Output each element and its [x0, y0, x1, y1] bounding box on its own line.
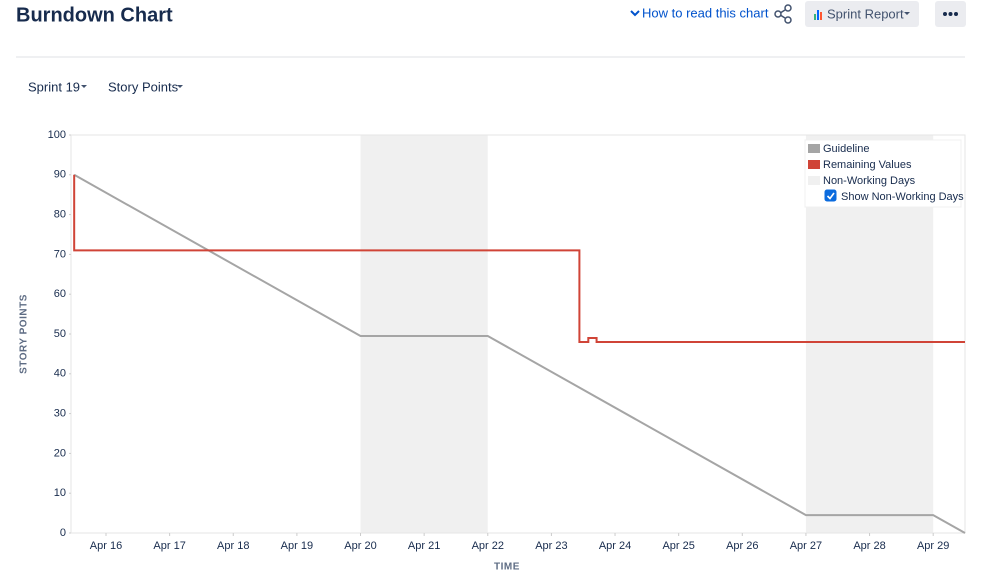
y-tick-label: 100: [48, 129, 66, 141]
legend-label: Remaining Values: [823, 159, 912, 171]
caret: [81, 85, 87, 88]
chevron-icon: [630, 10, 640, 17]
x-tick-label: Apr 26: [726, 540, 758, 552]
report-button[interactable]: [805, 1, 919, 27]
y-tick-label: 10: [54, 487, 66, 499]
x-tick-label: Apr 24: [599, 540, 631, 552]
checkbox-label: Show Non-Working Days: [841, 191, 964, 203]
estimation-filter[interactable]: Story Points: [108, 79, 179, 94]
report-icon: [814, 10, 822, 20]
x-tick-label: Apr 17: [153, 540, 185, 552]
x-tick-label: Apr 25: [662, 540, 694, 552]
x-tick-label: Apr 27: [790, 540, 822, 552]
page-title: Burndown Chart: [16, 4, 173, 26]
legend-label: Guideline: [823, 143, 869, 155]
y-tick-label: 0: [60, 527, 66, 539]
x-tick-label: Apr 16: [90, 540, 122, 552]
y-tick-label: 80: [54, 209, 66, 221]
y-tick-label: 40: [54, 368, 66, 380]
caret: [904, 12, 910, 15]
y-tick-label: 90: [54, 169, 66, 181]
caret: [177, 85, 183, 88]
report-button-label[interactable]: Sprint Report: [827, 6, 904, 21]
y-tick-label: 70: [54, 248, 66, 260]
y-axis-label: STORY POINTS: [19, 294, 30, 374]
non-working-band: [360, 135, 488, 533]
x-tick-label: Apr 20: [344, 540, 376, 552]
legend-label: Non-Working Days: [823, 175, 916, 187]
x-tick-label: Apr 28: [853, 540, 885, 552]
y-tick-label: 50: [54, 328, 66, 340]
x-axis-label: TIME: [494, 562, 520, 573]
sprint-filter[interactable]: Sprint 19: [28, 79, 80, 94]
series-line: [73, 174, 965, 343]
help-link[interactable]: How to read this chart: [642, 5, 769, 20]
x-tick-label: Apr 19: [281, 540, 313, 552]
x-tick-label: Apr 29: [917, 540, 949, 552]
x-tick-label: Apr 22: [472, 540, 504, 552]
share-icon[interactable]: [774, 4, 792, 24]
series-line: [73, 173, 966, 534]
legend-swatch: [808, 176, 820, 185]
legend-swatch: [808, 144, 820, 153]
more-icon: [943, 12, 958, 16]
x-tick-label: Apr 23: [535, 540, 567, 552]
x-tick-label: Apr 18: [217, 540, 249, 552]
checkmark: [826, 192, 835, 200]
legend-swatch: [808, 160, 820, 169]
x-tick-label: Apr 21: [408, 540, 440, 552]
chart: 0 10 20 30 40 50 60 70 80 90 100 Apr 16 Apr 17 Apr 18…: [19, 129, 966, 573]
y-tick-label: 60: [54, 288, 66, 300]
y-tick-label: 20: [54, 447, 66, 459]
checkbox[interactable]: [824, 189, 837, 202]
y-tick-label: 30: [54, 408, 66, 420]
